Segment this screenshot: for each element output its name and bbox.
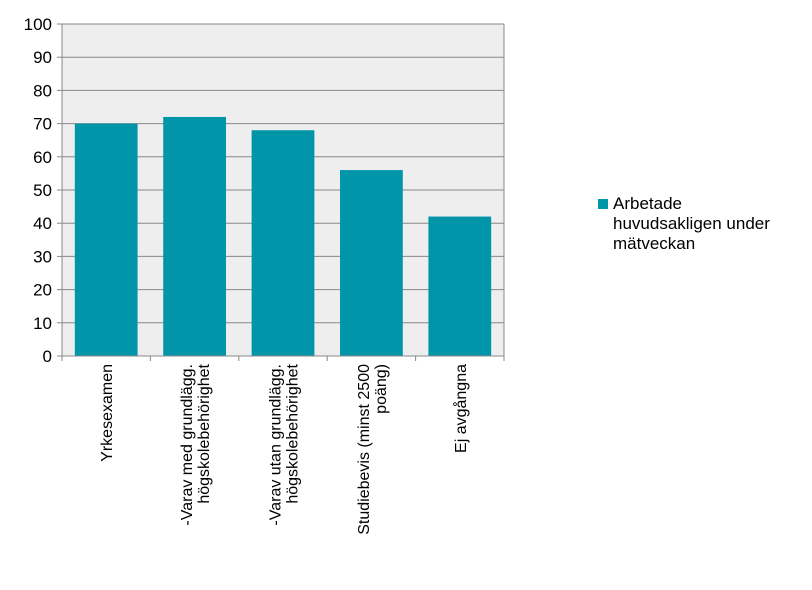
y-tick-label: 90 xyxy=(33,48,52,67)
x-axis-labels: Yrkesexamen -Varav med grundlägg.högskole… xyxy=(99,363,470,534)
bars xyxy=(74,116,492,357)
x-category-label: -Varav med grundlägg.högskolebehörighet xyxy=(179,363,213,525)
y-tick-label: 50 xyxy=(33,181,52,200)
x-category-label: Ej avgångna xyxy=(452,364,470,453)
x-category-label: -Varav utan grundlägg.högskolebehörighet xyxy=(268,363,302,525)
y-tick-label: 60 xyxy=(33,148,52,167)
y-tick-label: 80 xyxy=(33,81,52,100)
y-tick-label: 40 xyxy=(33,214,52,233)
bar xyxy=(74,123,138,356)
bar xyxy=(251,130,315,356)
bar xyxy=(340,170,403,356)
y-tick-label: 30 xyxy=(33,247,52,266)
bar xyxy=(428,216,492,356)
y-tick-label: 20 xyxy=(33,281,52,300)
legend: Arbetade huvudsakligen under mätveckan xyxy=(598,194,770,253)
x-category-label: Studiebevis (minst 2500poäng) xyxy=(356,364,390,535)
y-tick-label: 100 xyxy=(24,15,52,34)
y-tick-label: 70 xyxy=(33,115,52,134)
x-category-label: Yrkesexamen xyxy=(99,364,116,462)
y-tick-label: 10 xyxy=(33,314,52,333)
legend-swatch xyxy=(598,199,608,209)
y-tick-label: 0 xyxy=(43,347,52,366)
bar xyxy=(163,116,226,357)
legend-label: Arbetade huvudsakligen under mätveckan xyxy=(613,194,770,253)
y-axis-ticks: 0 10 20 30 40 50 60 70 80 90 100 xyxy=(24,15,62,366)
